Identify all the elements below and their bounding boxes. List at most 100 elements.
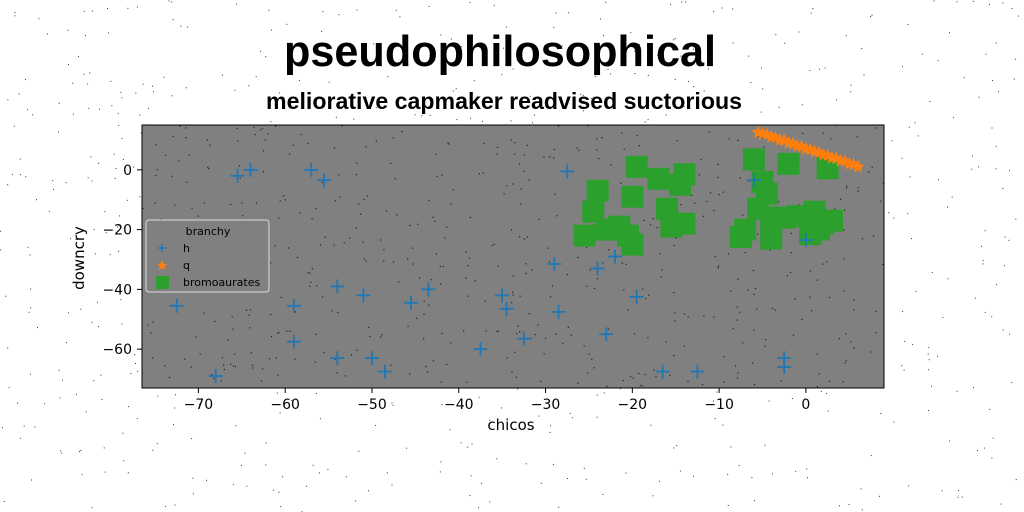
plot-speckle-dot (447, 142, 449, 144)
plot-speckle-dot (448, 143, 450, 145)
plot-speckle-dot (853, 309, 855, 311)
speckle-dot (140, 132, 142, 134)
speckle-dot (727, 474, 729, 476)
plot-speckle-dot (602, 262, 604, 264)
speckle-dot (302, 105, 304, 107)
plot-speckle-dot (549, 156, 551, 158)
point-h (777, 360, 792, 375)
speckle-dot (53, 188, 54, 190)
speckle-dot (596, 416, 598, 418)
plot-speckle-dot (714, 255, 716, 257)
plot-speckle-dot (446, 226, 448, 228)
speckle-dot (265, 56, 267, 58)
plot-speckle-dot (339, 196, 341, 198)
plot-speckle-dot (428, 199, 430, 201)
plot-speckle-dot (591, 358, 593, 360)
speckle-dot (928, 359, 930, 361)
plot-speckle-dot (639, 384, 642, 386)
speckle-dot (109, 254, 111, 256)
speckle-dot (91, 10, 93, 12)
speckle-dot (97, 301, 98, 303)
plot-speckle-dot (466, 381, 468, 383)
speckle-dot (19, 158, 21, 160)
speckle-dot (532, 122, 534, 124)
plot-speckle-dot (763, 146, 765, 148)
speckle-dot (863, 74, 865, 76)
speckle-dot (801, 104, 803, 106)
point-h (599, 327, 614, 342)
plot-speckle-dot (593, 367, 595, 369)
plot-speckle-dot (708, 131, 710, 133)
plot-speckle-dot (674, 320, 676, 322)
speckle-dot (549, 432, 551, 433)
speckle-dot (471, 443, 473, 445)
speckle-dot (810, 12, 812, 14)
plot-speckle-dot (706, 200, 708, 203)
speckle-dot (1009, 333, 1011, 335)
plot-speckle-dot (828, 380, 831, 382)
speckle-dot (673, 39, 675, 41)
plot-speckle-dot (756, 308, 758, 310)
speckle-dot (891, 140, 893, 142)
speckle-dot (120, 91, 122, 93)
speckle-dot (467, 446, 469, 448)
plot-speckle-dot (629, 375, 632, 377)
plot-speckle-dot (154, 202, 156, 204)
plot-speckle-dot (338, 174, 340, 176)
plot-speckle-dot (736, 377, 739, 379)
plot-speckle-dot (861, 238, 864, 240)
speckle-dot (156, 443, 158, 445)
speckle-dot (139, 114, 141, 116)
plot-speckle-dot (164, 365, 166, 367)
speckle-dot (387, 76, 389, 78)
plot-speckle-dot (261, 128, 264, 130)
plot-speckle-dot (253, 126, 255, 128)
speckle-dot (174, 407, 176, 409)
plot-speckle-dot (221, 357, 223, 359)
plot-speckle-dot (596, 138, 598, 140)
plot-speckle-dot (661, 269, 663, 271)
plot-speckle-dot (850, 341, 852, 343)
speckle-dot (949, 32, 950, 34)
plot-speckle-dot (547, 247, 549, 249)
plot-speckle-dot (232, 328, 234, 330)
plot-speckle-dot (844, 362, 846, 364)
speckle-dot (104, 211, 106, 213)
plot-speckle-dot (774, 309, 776, 311)
legend-marker-q (157, 260, 167, 270)
speckle-dot (255, 76, 257, 78)
plot-speckle-dot (588, 353, 590, 355)
speckle-dot (809, 70, 811, 71)
speckle-dot (234, 89, 236, 91)
speckle-dot (956, 1, 958, 3)
speckle-dot (135, 92, 137, 94)
plot-speckle-dot (638, 372, 640, 375)
plot-speckle-dot (577, 382, 579, 384)
speckle-dot (338, 14, 340, 16)
speckle-dot (807, 477, 808, 479)
speckle-dot (429, 58, 431, 60)
speckle-dot (276, 392, 278, 394)
speckle-dot (173, 424, 174, 426)
speckle-dot (692, 48, 694, 50)
plot-speckle-dot (300, 133, 302, 136)
speckle-dot (603, 392, 605, 394)
plot-speckle-dot (503, 193, 505, 195)
plot-speckle-dot (398, 281, 400, 283)
speckle-dot (798, 31, 800, 33)
plot-speckle-dot (691, 194, 693, 196)
point-bromoaurates (582, 200, 605, 223)
plot-speckle-dot (687, 316, 689, 318)
plot-speckle-dot (627, 309, 629, 311)
speckle-dot (826, 393, 828, 394)
plot-speckle-dot (426, 371, 429, 373)
speckle-dot (107, 8, 108, 10)
plot-speckle-dot (223, 368, 225, 371)
plot-speckle-dot (165, 154, 167, 156)
speckle-dot (1002, 329, 1004, 331)
plot-speckle-dot (315, 333, 317, 335)
plot-speckle-dot (206, 139, 208, 141)
plot-speckle-dot (356, 162, 358, 164)
point-h (690, 364, 705, 379)
